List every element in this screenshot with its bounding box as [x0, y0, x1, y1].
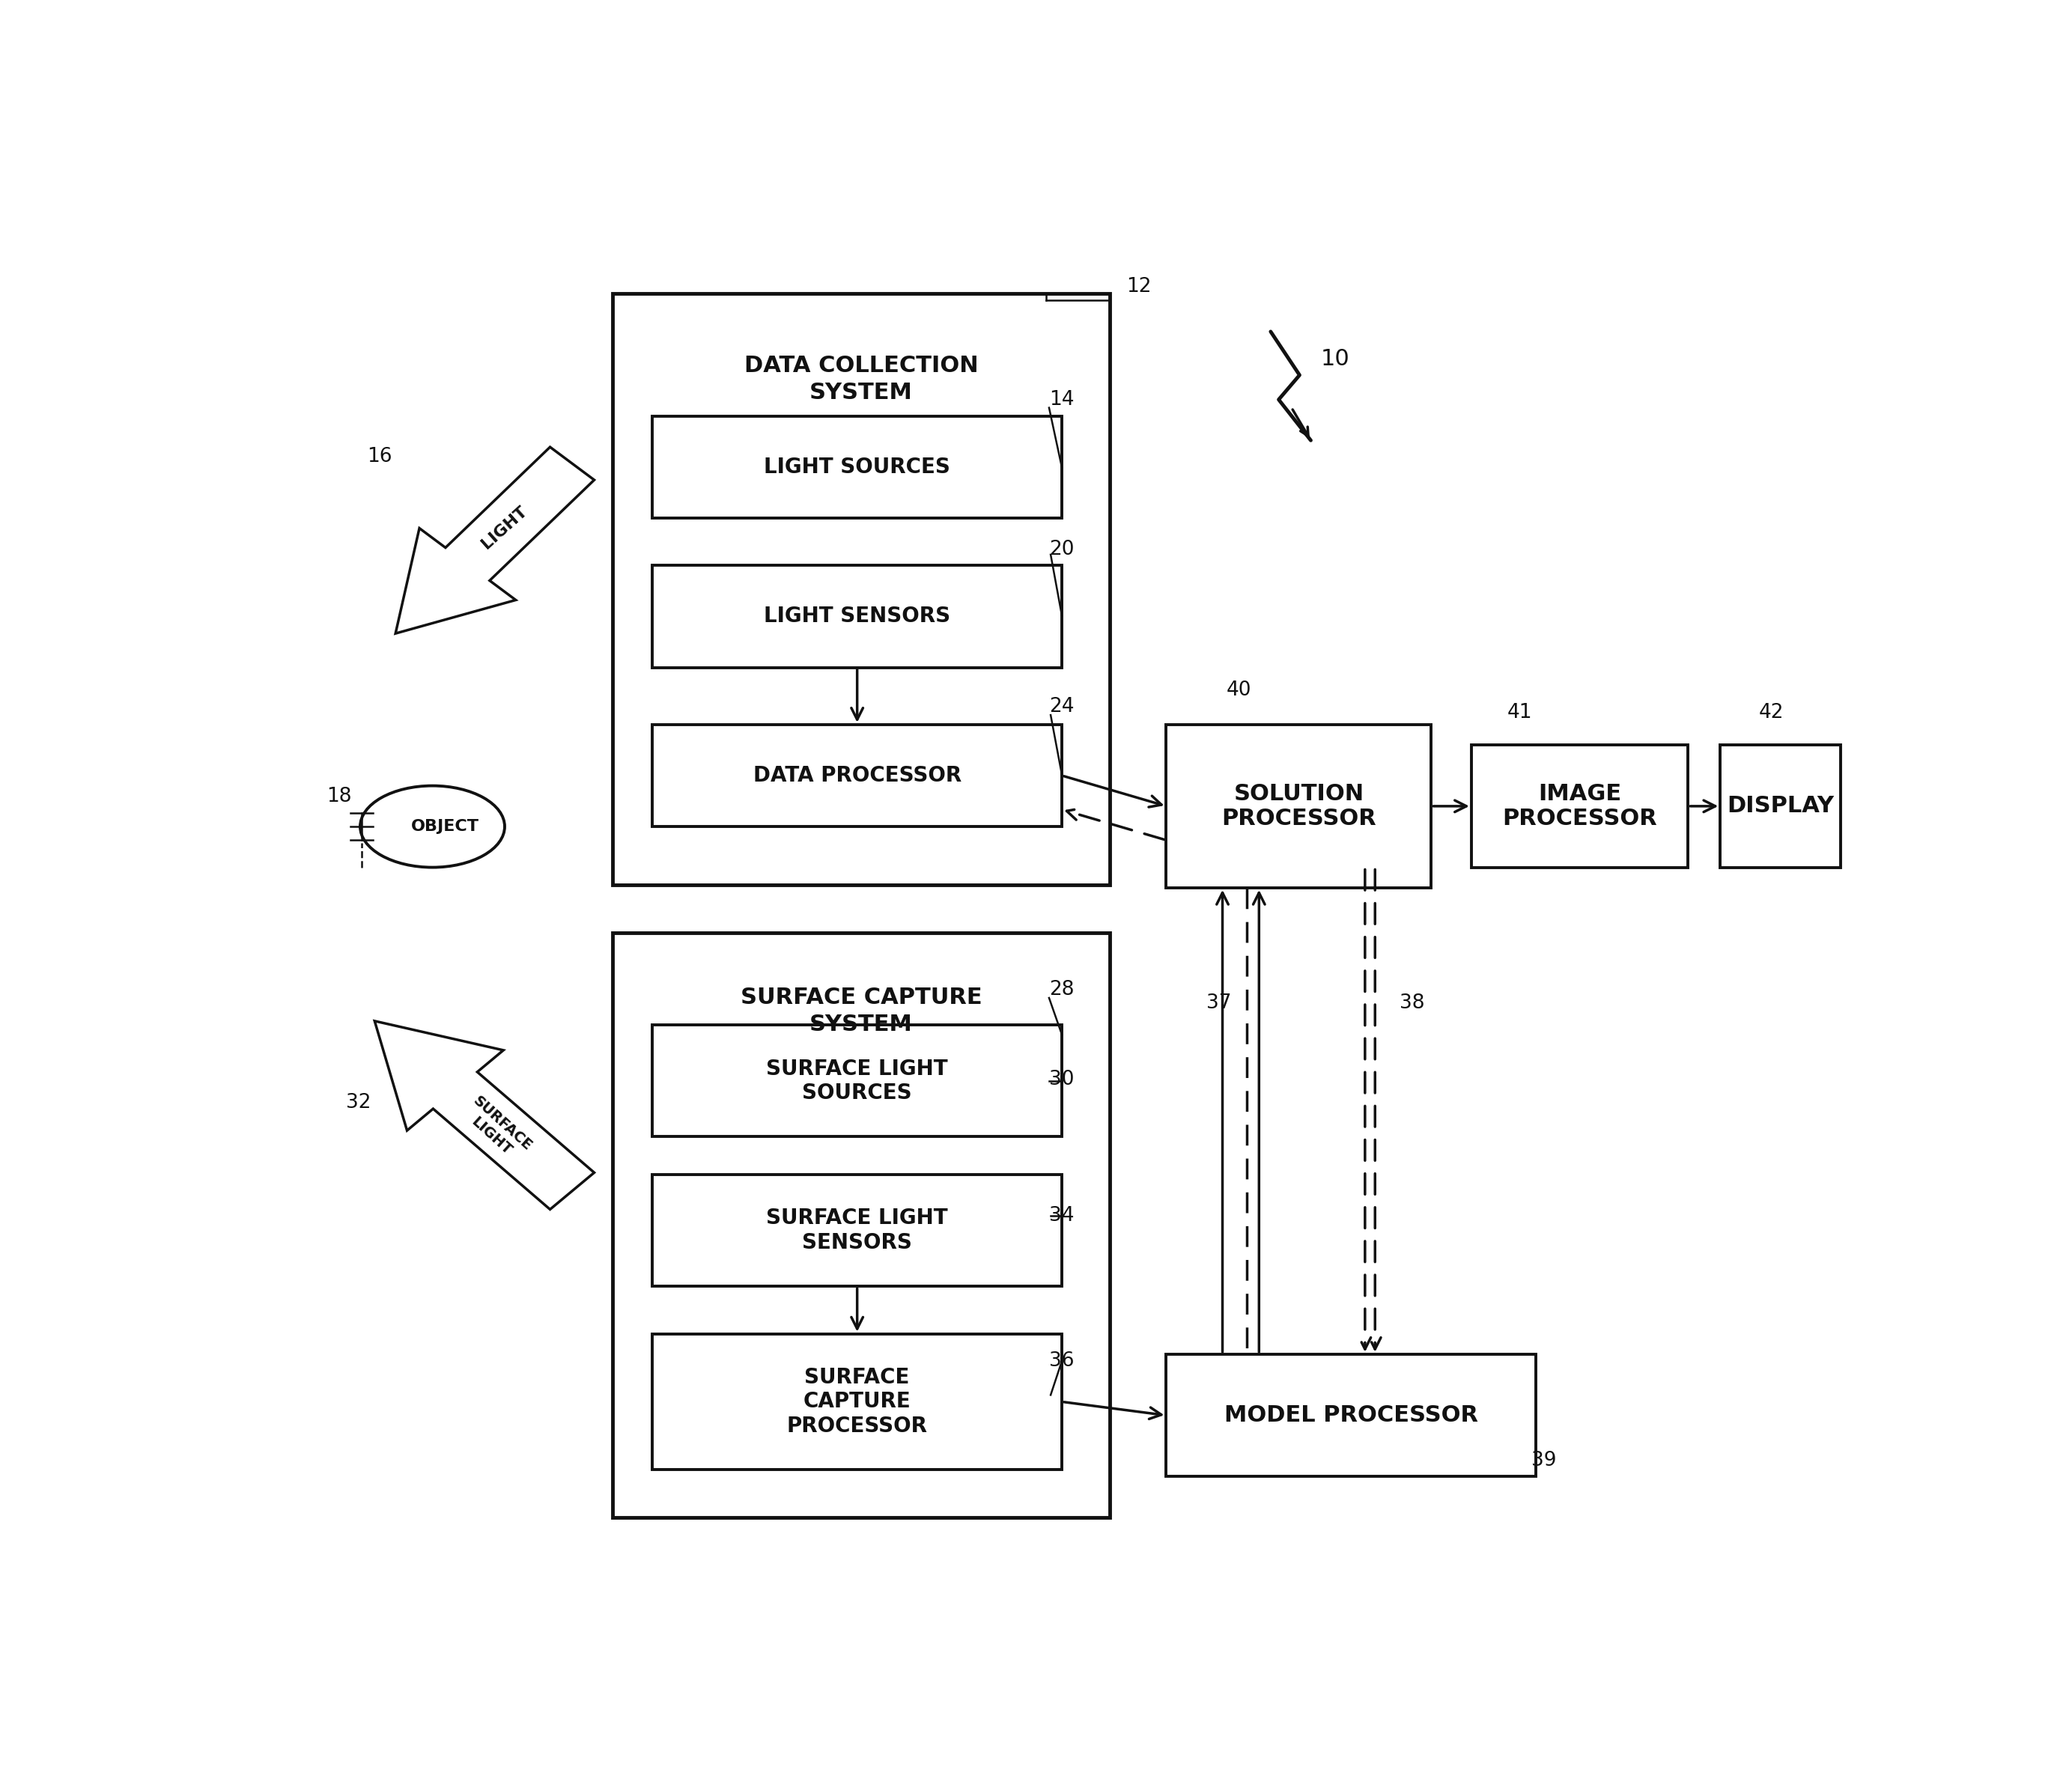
- Text: OBJECT: OBJECT: [410, 819, 479, 834]
- Ellipse shape: [361, 786, 506, 867]
- Text: 14: 14: [1048, 390, 1075, 410]
- Bar: [653, 565, 1063, 668]
- Text: LIGHT SOURCES: LIGHT SOURCES: [765, 456, 951, 477]
- Text: 42: 42: [1759, 703, 1784, 722]
- Text: 18: 18: [327, 788, 352, 807]
- Text: 10: 10: [1320, 348, 1349, 369]
- Bar: [613, 932, 1111, 1517]
- Text: 40: 40: [1227, 682, 1251, 701]
- Bar: [653, 417, 1063, 517]
- Polygon shape: [396, 447, 595, 634]
- Bar: [1167, 724, 1432, 888]
- Text: DATA COLLECTION
SYSTEM: DATA COLLECTION SYSTEM: [744, 355, 978, 403]
- Bar: [1720, 745, 1840, 867]
- Text: SURFACE CAPTURE
SYSTEM: SURFACE CAPTURE SYSTEM: [740, 987, 982, 1035]
- Text: SOLUTION
PROCESSOR: SOLUTION PROCESSOR: [1220, 782, 1376, 830]
- Text: 16: 16: [367, 447, 392, 466]
- Text: SURFACE LIGHT
SENSORS: SURFACE LIGHT SENSORS: [767, 1208, 949, 1254]
- Bar: [653, 1024, 1063, 1137]
- Text: SURFACE
CAPTURE
PROCESSOR: SURFACE CAPTURE PROCESSOR: [787, 1367, 928, 1436]
- Text: SURFACE
LIGHT: SURFACE LIGHT: [460, 1093, 535, 1166]
- Text: 20: 20: [1048, 539, 1075, 558]
- Text: MODEL PROCESSOR: MODEL PROCESSOR: [1225, 1404, 1477, 1427]
- Text: DISPLAY: DISPLAY: [1726, 795, 1834, 818]
- Text: 38: 38: [1399, 994, 1426, 1014]
- Text: 39: 39: [1531, 1450, 1556, 1469]
- Polygon shape: [375, 1021, 595, 1210]
- Text: 32: 32: [346, 1093, 371, 1113]
- Bar: [653, 1333, 1063, 1469]
- Text: LIGHT: LIGHT: [479, 503, 530, 551]
- Bar: [613, 293, 1111, 885]
- Text: 24: 24: [1048, 698, 1075, 717]
- Text: 12: 12: [1127, 277, 1152, 297]
- Bar: [1471, 745, 1689, 867]
- Text: 34: 34: [1048, 1206, 1075, 1226]
- Text: IMAGE
PROCESSOR: IMAGE PROCESSOR: [1502, 782, 1658, 830]
- Text: LIGHT SENSORS: LIGHT SENSORS: [765, 606, 951, 627]
- Text: 36: 36: [1048, 1351, 1075, 1370]
- Text: DATA PROCESSOR: DATA PROCESSOR: [752, 765, 961, 786]
- Bar: [1167, 1355, 1535, 1476]
- Bar: [653, 724, 1063, 826]
- Text: 30: 30: [1048, 1070, 1075, 1090]
- Text: SURFACE LIGHT
SOURCES: SURFACE LIGHT SOURCES: [767, 1058, 949, 1104]
- Text: 37: 37: [1206, 994, 1233, 1014]
- Bar: [653, 1174, 1063, 1286]
- Text: 41: 41: [1506, 703, 1531, 722]
- Text: 28: 28: [1048, 980, 1075, 1000]
